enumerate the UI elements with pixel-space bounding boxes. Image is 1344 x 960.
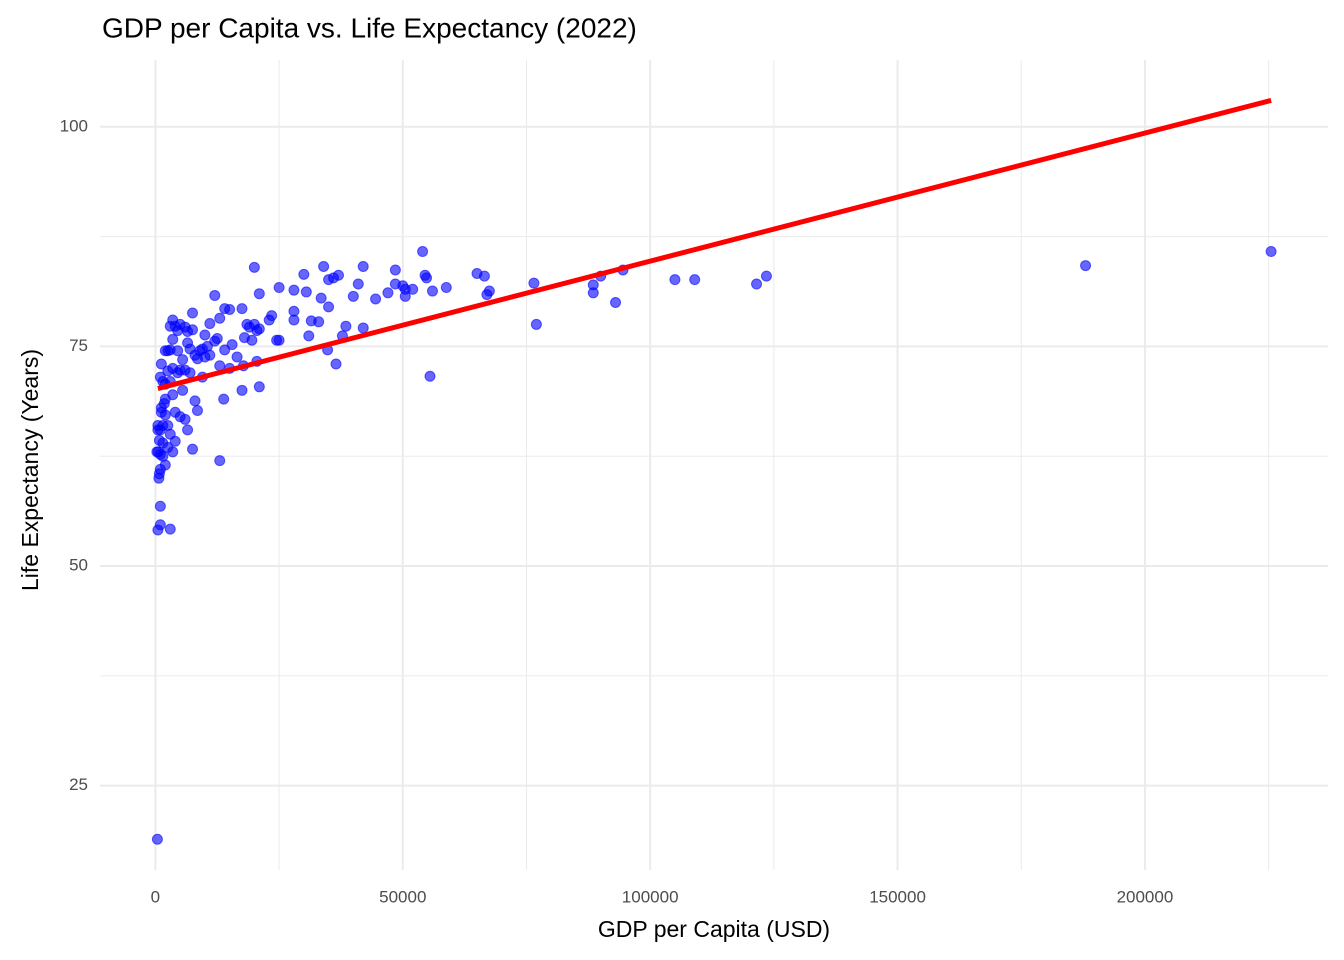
point (177, 354, 189, 366)
point (315, 292, 327, 304)
point (164, 320, 176, 332)
point (253, 381, 265, 393)
y-tick-label: 50 (69, 556, 88, 575)
point (300, 286, 312, 298)
point (481, 289, 493, 301)
point (253, 288, 265, 300)
point (159, 345, 171, 357)
point (182, 337, 194, 349)
point (187, 307, 199, 319)
point (530, 318, 542, 330)
point (241, 318, 253, 330)
point (417, 246, 429, 258)
point (219, 303, 231, 315)
point (389, 278, 401, 290)
point (189, 395, 201, 407)
point (263, 314, 275, 326)
point (151, 833, 163, 845)
y-tick-label: 100 (60, 116, 88, 135)
x-tick-label: 0 (151, 887, 160, 906)
point (426, 285, 438, 297)
y-tick-label: 25 (69, 775, 88, 794)
point (154, 371, 166, 383)
x-tick-label: 50000 (379, 887, 426, 906)
point (1080, 260, 1092, 272)
point (760, 270, 772, 282)
point (154, 500, 166, 512)
point (347, 290, 359, 302)
point (162, 365, 174, 377)
point (421, 272, 433, 284)
point (610, 296, 622, 308)
point (164, 523, 176, 535)
x-tick-label: 100000 (622, 887, 679, 906)
point (152, 524, 164, 536)
point (155, 406, 167, 418)
point (669, 274, 681, 286)
point (271, 334, 283, 346)
point (177, 384, 189, 396)
point (209, 289, 221, 301)
point (323, 274, 335, 286)
point (389, 264, 401, 276)
point (231, 351, 243, 363)
point (167, 333, 179, 345)
point (182, 424, 194, 436)
point (219, 344, 231, 356)
point (751, 278, 763, 290)
point (153, 434, 165, 446)
point (191, 405, 203, 417)
point (169, 406, 181, 418)
point (288, 284, 300, 296)
point (357, 260, 369, 272)
point (155, 358, 167, 370)
point (340, 320, 352, 332)
trend-line (157, 97, 1272, 391)
point (330, 358, 342, 370)
point (303, 330, 315, 342)
point (151, 446, 163, 458)
x-tick-label: 200000 (1117, 887, 1174, 906)
point (298, 268, 310, 280)
point (424, 370, 436, 382)
point (153, 472, 165, 484)
point (209, 335, 221, 347)
point (187, 443, 199, 455)
point (199, 329, 211, 341)
point (226, 339, 238, 351)
point (323, 301, 335, 313)
y-axis-label: Life Expectancy (Years) (17, 349, 43, 591)
point (152, 424, 164, 436)
point (204, 318, 216, 330)
point (370, 293, 382, 305)
point (382, 287, 394, 299)
x-tick-label: 150000 (869, 887, 926, 906)
point (352, 278, 364, 290)
y-tick-label: 75 (69, 336, 88, 355)
point (689, 274, 701, 286)
point (248, 261, 260, 273)
point (238, 332, 250, 344)
point (471, 267, 483, 279)
point (305, 315, 317, 327)
point (1265, 246, 1277, 258)
point (288, 314, 300, 326)
chart-title: GDP per Capita vs. Life Expectancy (2022… (102, 12, 637, 43)
point (273, 282, 285, 294)
point (528, 277, 540, 289)
point (236, 384, 248, 396)
point (218, 393, 230, 405)
point (587, 287, 599, 299)
point (318, 260, 330, 272)
point (357, 322, 369, 334)
point (440, 282, 452, 294)
point (214, 312, 226, 324)
x-axis-label: GDP per Capita (USD) (598, 916, 830, 942)
point (214, 455, 226, 467)
point (236, 303, 248, 315)
